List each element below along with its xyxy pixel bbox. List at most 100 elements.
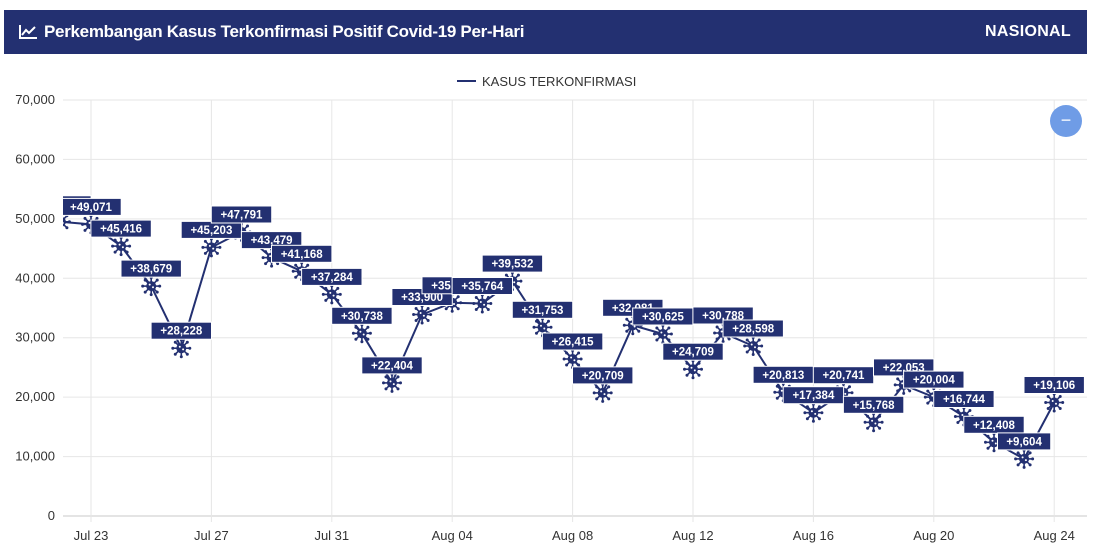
virus-spike-tip	[179, 355, 183, 359]
virus-body	[989, 437, 999, 448]
virus-icon[interactable]	[351, 323, 372, 344]
virus-spike-tip	[382, 381, 385, 385]
virus-spike-tip	[923, 395, 927, 399]
zoom-out-button[interactable]: −	[1050, 105, 1082, 137]
virus-spike-tip	[474, 308, 478, 312]
legend-label: KASUS TERKONFIRMASI	[482, 74, 636, 89]
virus-spike-tip	[1058, 407, 1062, 411]
virus-spike-tip	[390, 389, 394, 393]
virus-icon[interactable]	[472, 293, 493, 314]
x-tick-label: Aug 08	[552, 528, 593, 543]
virus-spike-tip	[592, 391, 596, 395]
virus-icon[interactable]	[111, 236, 132, 257]
virus-spike-tip	[625, 329, 629, 333]
data-label-text: +31,753	[522, 305, 564, 317]
virus-spike-tip	[246, 224, 250, 228]
virus-icon[interactable]	[863, 412, 884, 433]
virus-icon[interactable]	[683, 359, 703, 380]
virus-spot	[690, 366, 693, 369]
virus-spot	[874, 422, 877, 425]
virus-body	[63, 217, 66, 227]
virus-icon[interactable]	[201, 237, 222, 258]
virus-spike-tip	[215, 239, 219, 243]
virus-spike-tip	[595, 385, 599, 389]
virus-spike-tip	[59, 229, 62, 232]
virus-body	[1019, 453, 1030, 464]
virus-spike-tip	[384, 375, 388, 379]
virus-icon[interactable]	[382, 372, 402, 393]
data-label-text: +38,679	[130, 264, 172, 276]
virus-spot	[543, 327, 546, 330]
virus-spike-tip	[264, 250, 268, 254]
virus-spike-tip	[354, 337, 358, 341]
virus-icon[interactable]	[321, 284, 342, 305]
virus-spike-tip	[848, 385, 852, 389]
virus-icon[interactable]	[562, 349, 583, 369]
virus-body	[176, 343, 187, 354]
data-label-box	[271, 244, 333, 263]
virus-spike-tip	[155, 290, 159, 294]
virus-spike-tip	[141, 284, 145, 288]
scope-label[interactable]: NASIONAL	[985, 23, 1071, 40]
virus-icon[interactable]	[803, 402, 824, 423]
data-label-text: +20,741	[823, 370, 865, 382]
virus-spike-tip	[399, 381, 402, 385]
line-chart-icon	[19, 25, 37, 39]
y-tick-label: 20,000	[15, 389, 55, 404]
virus-spot	[573, 359, 576, 362]
virus-spike-tip	[721, 340, 725, 343]
data-label-box	[662, 342, 724, 361]
data-label: +45,416	[90, 219, 152, 238]
virus-icon[interactable]	[141, 276, 162, 297]
virus-spike-tip	[956, 408, 960, 412]
data-label-text: +20,709	[582, 370, 624, 382]
virus-spike-tip	[351, 331, 355, 335]
virus-icon[interactable]	[171, 338, 192, 359]
virus-spike-tip	[751, 353, 755, 356]
virus-spike-tip	[294, 263, 298, 267]
virus-spike-tip	[185, 352, 189, 356]
virus-spot	[389, 380, 392, 383]
virus-spike-tip	[516, 285, 520, 289]
virus-spike-tip	[609, 391, 613, 395]
virus-spike-tip	[713, 331, 717, 335]
virus-icon[interactable]	[1014, 448, 1035, 469]
x-tick-label: Aug 20	[913, 528, 954, 543]
virus-spike-tip	[872, 429, 876, 433]
y-tick-label: 10,000	[15, 449, 55, 464]
data-label-text: +24,709	[672, 347, 714, 359]
virus-spot	[1055, 402, 1057, 405]
virus-spike-tip	[655, 338, 659, 342]
virus-spike-tip	[368, 331, 372, 335]
virus-icon[interactable]	[652, 324, 673, 344]
data-label-text: +28,598	[732, 324, 774, 336]
data-label: +22,404	[361, 356, 423, 375]
virus-spike-tip	[697, 361, 701, 365]
virus-spike-tip	[113, 250, 117, 254]
virus-spike-tip	[95, 216, 99, 220]
virus-spike-tip	[697, 373, 701, 377]
virus-spot	[422, 314, 425, 317]
data-label-text: +9,604	[1006, 436, 1042, 448]
virus-spike-tip	[565, 351, 569, 355]
virus-spot	[814, 412, 817, 415]
virus-icon[interactable]	[592, 382, 613, 403]
data-label: +12,408	[963, 415, 1025, 434]
virus-spike-tip	[149, 293, 153, 297]
virus-icon[interactable]	[743, 336, 764, 356]
virus-spot	[754, 346, 756, 349]
virus-icon[interactable]	[412, 304, 433, 325]
virus-spike-tip	[850, 391, 854, 395]
virus-spike-tip	[577, 363, 581, 367]
virus-spike-tip	[291, 269, 295, 273]
line-chart: 0 10,000 20,000 30,000 40,000 50,000 60,000 70,…	[15, 74, 1087, 543]
virus-spike-tip	[667, 326, 671, 330]
data-label: +38,679	[120, 259, 182, 278]
virus-spike-tip	[366, 337, 370, 341]
data-label-text: +35,764	[461, 281, 503, 293]
virus-icon[interactable]	[1044, 392, 1065, 413]
virus-spike-tip	[757, 350, 761, 354]
virus-spike-tip	[261, 256, 265, 260]
virus-body	[1049, 397, 1060, 408]
virus-spike-tip	[775, 396, 779, 400]
